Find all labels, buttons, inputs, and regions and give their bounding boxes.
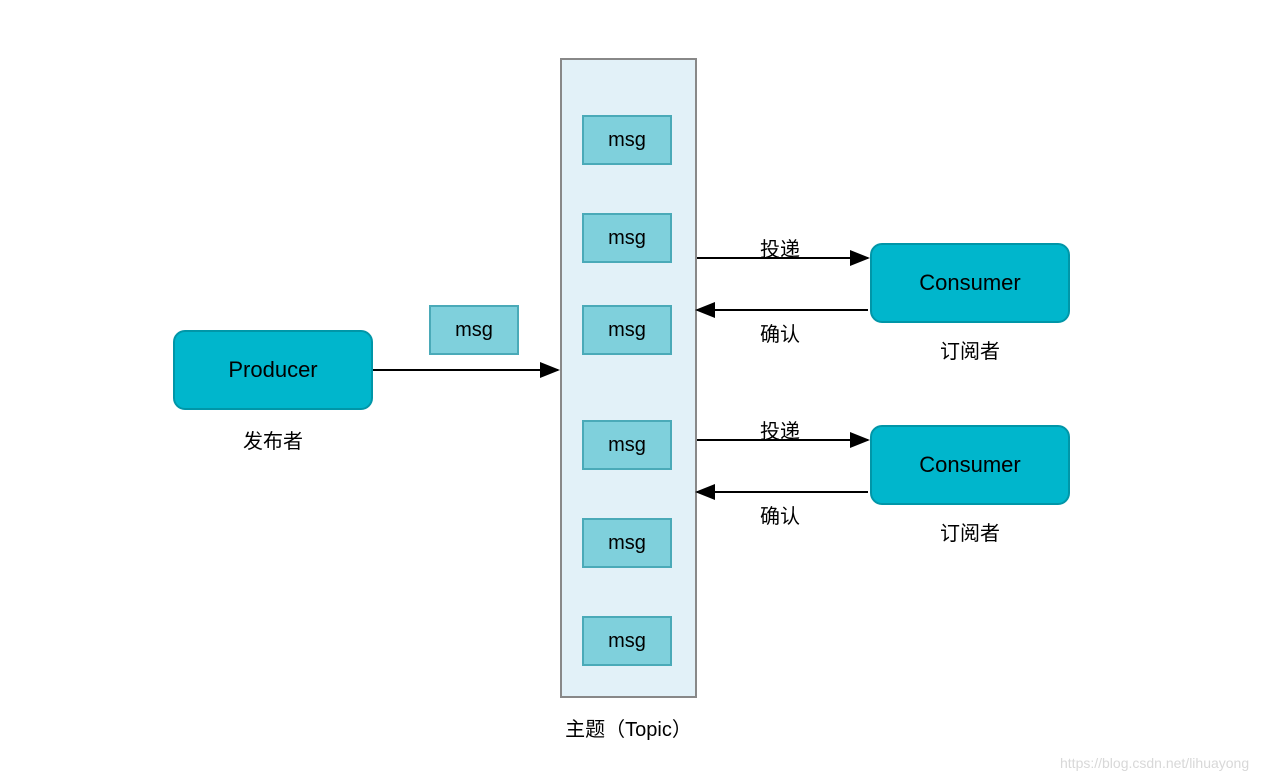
topic-msg-label: msg (608, 227, 646, 250)
producer-label: Producer (228, 357, 317, 383)
topic-msg-0: msg (582, 115, 672, 165)
flying-msg-label: msg (455, 319, 493, 342)
edge-c2-deliver-label: 投递 (760, 415, 800, 444)
topic-msg-label: msg (608, 319, 646, 342)
edge-c1-ack-label: 确认 (760, 318, 800, 347)
topic-label: 主题（Topic） (540, 713, 717, 742)
edge-c1-deliver-label: 投递 (760, 233, 800, 262)
consumer1-label: Consumer (919, 270, 1020, 296)
edge-c2-ack-label: 确认 (760, 500, 800, 529)
consumer2-node: Consumer (870, 425, 1070, 505)
watermark: https://blog.csdn.net/lihuayong (1060, 755, 1249, 771)
topic-msg-3: msg (582, 420, 672, 470)
topic-msg-label: msg (608, 532, 646, 555)
topic-msg-1: msg (582, 213, 672, 263)
topic-msg-label: msg (608, 630, 646, 653)
pubsub-diagram: msg msg msg msg msg msg Producer 发布者 msg Cons… (0, 0, 1266, 774)
topic-msg-2: msg (582, 305, 672, 355)
producer-node: Producer (173, 330, 373, 410)
topic-msg-label: msg (608, 129, 646, 152)
topic-msg-4: msg (582, 518, 672, 568)
flying-msg-node: msg (429, 305, 519, 355)
consumer2-label: Consumer (919, 452, 1020, 478)
producer-sublabel: 发布者 (173, 425, 373, 454)
consumer1-node: Consumer (870, 243, 1070, 323)
topic-msg-label: msg (608, 434, 646, 457)
consumer1-sublabel: 订阅者 (870, 335, 1070, 364)
consumer2-sublabel: 订阅者 (870, 517, 1070, 546)
topic-msg-5: msg (582, 616, 672, 666)
